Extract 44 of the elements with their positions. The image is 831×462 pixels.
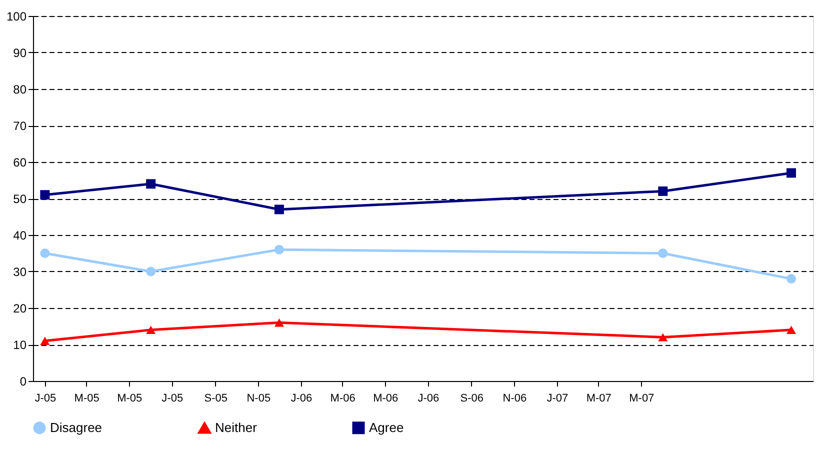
point xyxy=(786,326,796,334)
legend-label: Agree xyxy=(369,420,404,435)
point xyxy=(40,336,50,345)
y-tick-label: 20 xyxy=(13,302,27,316)
x-tick-label: M-05 xyxy=(117,392,142,404)
point xyxy=(274,204,284,214)
point xyxy=(786,168,796,178)
y-tick-label: 70 xyxy=(13,119,27,133)
x-tick-label: J-06 xyxy=(418,392,440,404)
point xyxy=(40,248,50,258)
x-tick-label: J-07 xyxy=(546,392,568,404)
point xyxy=(658,186,668,196)
point xyxy=(274,244,284,254)
point xyxy=(40,190,50,200)
point xyxy=(146,179,156,189)
x-tick-label: J-05 xyxy=(34,392,56,404)
x-tick-label: M-07 xyxy=(586,392,612,404)
point xyxy=(658,333,668,342)
y-tick-label: 30 xyxy=(13,265,27,279)
x-tick-label: M-06 xyxy=(330,392,356,404)
y-tick-label: 10 xyxy=(13,338,27,352)
x-tick-label: S-06 xyxy=(460,392,484,404)
legend-label: Disagree xyxy=(50,420,102,435)
y-tick-label: 0 xyxy=(20,374,27,388)
y-tick-label: 40 xyxy=(13,228,27,242)
x-tick-label: J-05 xyxy=(162,392,184,404)
point xyxy=(146,326,156,334)
x-tick-label: N-05 xyxy=(246,392,271,404)
y-tick-label: 100 xyxy=(6,10,27,24)
x-tick-label: M-07 xyxy=(629,392,654,404)
x-tick-label: N-06 xyxy=(502,392,527,404)
point xyxy=(274,318,284,327)
y-tick-label: 80 xyxy=(13,82,27,96)
y-tick-label: 50 xyxy=(13,192,27,206)
y-tick-label: 60 xyxy=(13,156,27,170)
point xyxy=(786,274,796,284)
x-tick-label: J-06 xyxy=(290,392,312,404)
x-tick-label: M-05 xyxy=(74,392,100,404)
x-tick-label: S-05 xyxy=(204,392,228,404)
legend-label: Neither xyxy=(215,420,258,436)
point xyxy=(146,266,156,276)
point xyxy=(658,248,668,258)
y-tick-label: 90 xyxy=(13,46,27,60)
x-tick-label: M-06 xyxy=(373,392,398,404)
